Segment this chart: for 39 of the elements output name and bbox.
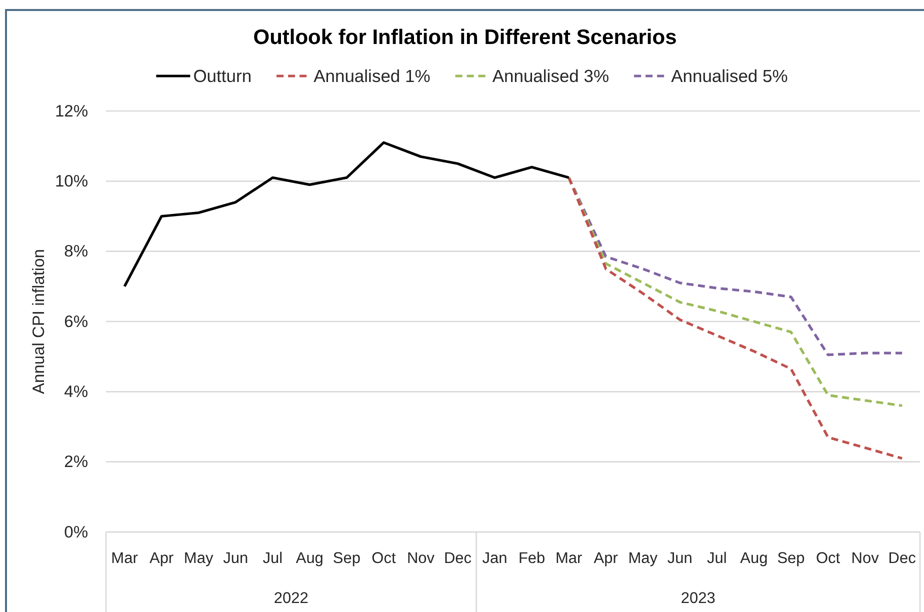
x-tick-label: Nov bbox=[406, 550, 435, 568]
text: 2022 bbox=[274, 590, 308, 607]
line-series bbox=[568, 176, 904, 460]
x-tick-label: Aug bbox=[740, 550, 768, 568]
legend-label: Annualised 5% bbox=[671, 66, 788, 86]
legend-label: Annualised 1% bbox=[314, 66, 430, 86]
y-tick-label: 0% bbox=[64, 523, 88, 542]
y-tick-label: 8% bbox=[64, 242, 88, 261]
x-tick-label: Jun bbox=[667, 550, 692, 568]
x-tick-label: Jan bbox=[482, 550, 508, 568]
y-tick-label: 6% bbox=[64, 312, 88, 331]
y-tick-label: 2% bbox=[64, 453, 88, 472]
x-tick-label: Nov bbox=[851, 550, 880, 568]
x-tick-label: Jul bbox=[707, 550, 727, 568]
x-tick-label: Mar bbox=[555, 550, 582, 568]
x-tick-label: Aug bbox=[296, 550, 324, 568]
x-tick-label: Sep bbox=[777, 550, 805, 568]
x-tick-label: Sep bbox=[332, 550, 360, 568]
text: 2023 bbox=[680, 590, 716, 607]
x-tick-label: Jun bbox=[223, 550, 248, 568]
x-tick-label: Jul bbox=[262, 550, 283, 568]
y-tick-label: 10% bbox=[54, 172, 88, 190]
legend-label: Annualised 3% bbox=[492, 66, 610, 86]
x-tick-label: Oct bbox=[816, 550, 841, 568]
y-tick-label: 12% bbox=[54, 102, 88, 120]
x-tick-label: May bbox=[628, 550, 658, 568]
y-axis-title: Annual CPI inflation bbox=[30, 249, 48, 394]
x-tick-label: Mar bbox=[111, 550, 138, 568]
x-tick-label: May bbox=[184, 550, 214, 568]
x-tick-label: Dec bbox=[888, 550, 916, 568]
x-tick-label: Apr bbox=[149, 550, 174, 568]
x-tick-label: Apr bbox=[594, 550, 618, 568]
x-tick-label: Feb bbox=[518, 550, 546, 568]
legend-label: Outturn bbox=[193, 66, 252, 86]
x-tick-label: Dec bbox=[444, 550, 472, 568]
y-tick-label: 4% bbox=[64, 382, 88, 401]
chart-title: Outlook for Inflation in Different Scenarios bbox=[253, 26, 677, 49]
line-series bbox=[568, 176, 904, 356]
x-tick-label: Oct bbox=[372, 550, 396, 568]
